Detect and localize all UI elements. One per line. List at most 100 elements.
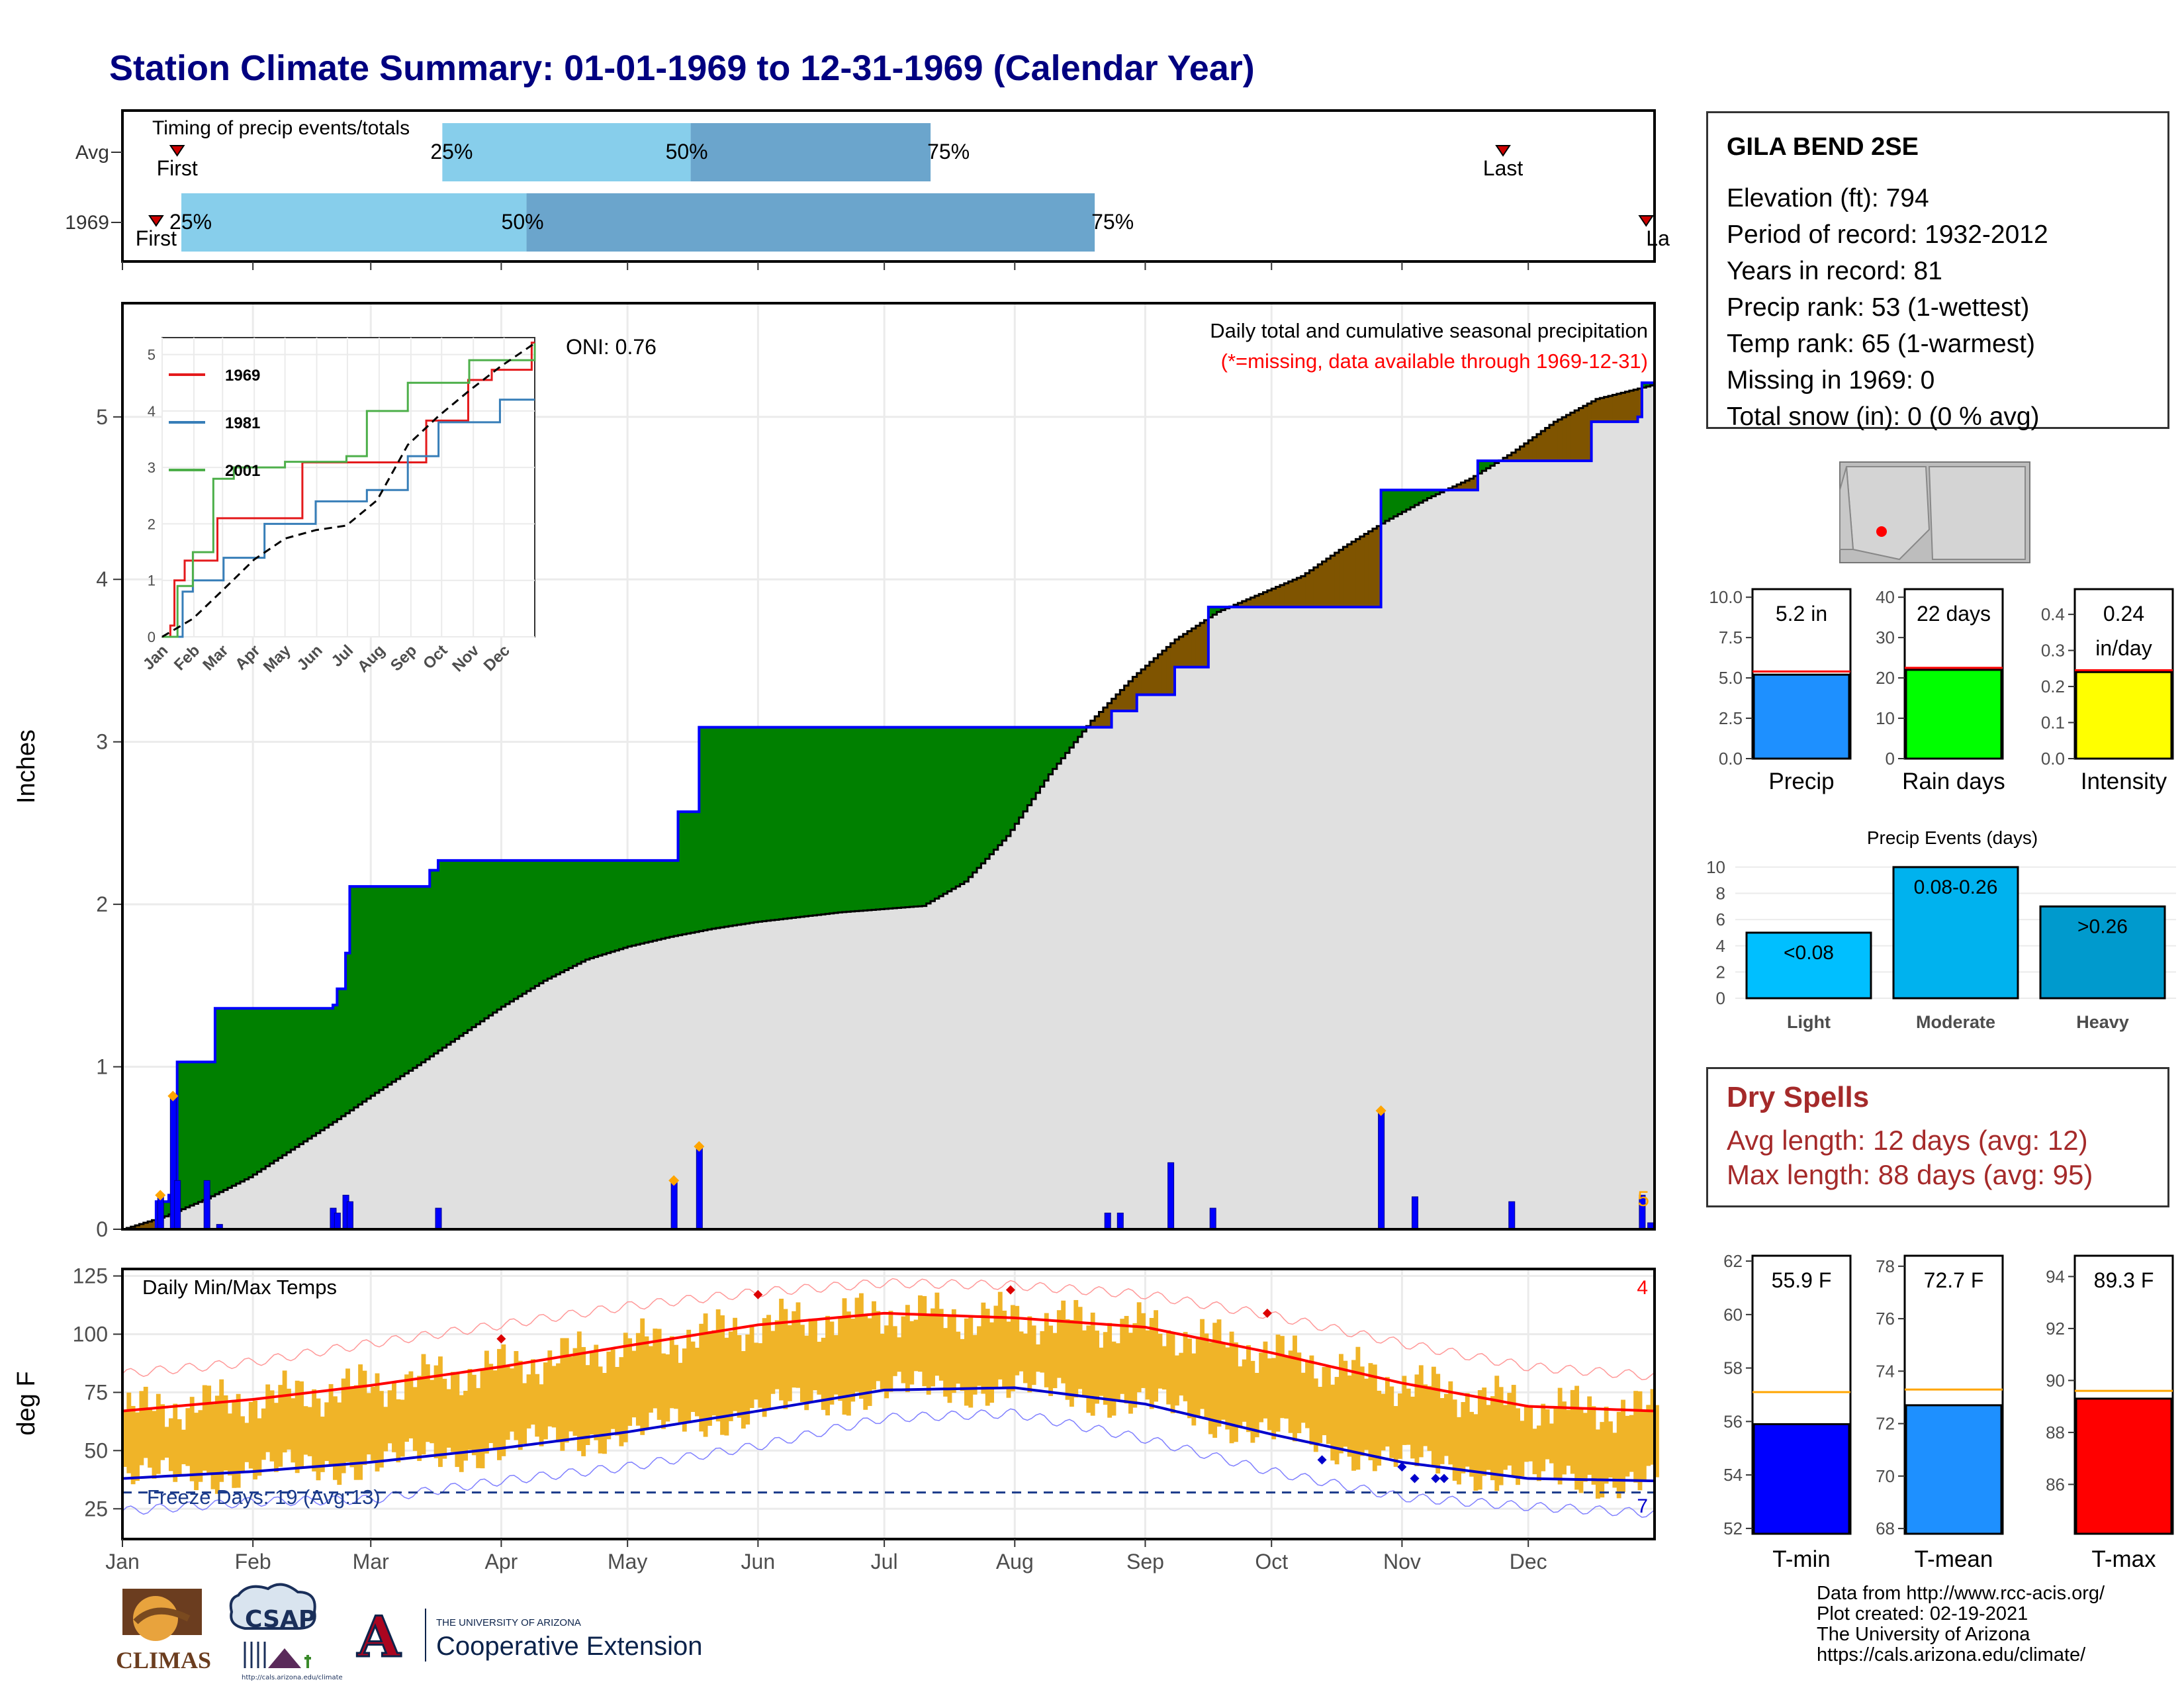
daily-temp-bar: [505, 1366, 510, 1440]
above-average-fill: [872, 727, 877, 910]
events-bar-moderate: [1892, 866, 2019, 1000]
above-average-fill: [569, 860, 574, 968]
above-average-fill: [715, 727, 721, 928]
above-average-fill: [433, 870, 439, 1054]
daily-temp-bar: [366, 1393, 371, 1455]
above-average-fill: [631, 860, 637, 946]
above-average-fill: [762, 727, 767, 921]
events-tick-label: 8: [1716, 884, 1725, 904]
extreme-precip-marker: [1375, 1105, 1387, 1116]
below-average-fill: [1145, 665, 1150, 695]
above-average-fill: [556, 860, 561, 974]
daily-temp-bar: [1002, 1310, 1007, 1389]
daily-temp-bar: [1641, 1411, 1647, 1481]
daily-temp-bar: [1562, 1401, 1567, 1475]
daily-temp-bar: [1616, 1411, 1621, 1499]
daily-temp-bar: [585, 1365, 590, 1445]
tmean-summary-value-label: 72.7 F: [1924, 1268, 1984, 1292]
daily-temp-bar: [518, 1360, 523, 1450]
daily-temp-bar: [1570, 1389, 1575, 1474]
above-average-fill: [265, 1008, 271, 1166]
daily-temp-bar: [715, 1309, 721, 1422]
below-average-fill: [1170, 643, 1175, 695]
intensity-summary-tick-label: 0.3: [2041, 641, 2065, 661]
daily-temp-bar: [451, 1372, 455, 1452]
tmean-summary-axis-label: T-mean: [1915, 1546, 1993, 1572]
above-average-fill: [371, 886, 376, 1096]
daily-temp-bar: [918, 1295, 923, 1372]
daily-temp-bar: [576, 1331, 582, 1451]
temp-y-tick-label: 50: [84, 1438, 108, 1462]
station-missing: Missing in 1969: 0: [1727, 366, 1935, 395]
above-average-fill: [572, 860, 578, 966]
month-tick-label: Jul: [871, 1550, 898, 1573]
daily-precip-bar: [157, 1194, 164, 1230]
daily-temp-bar: [349, 1386, 355, 1468]
daily-temp-bar: [560, 1338, 565, 1451]
precip-corner-count: 5: [1637, 1187, 1649, 1211]
above-average-fill: [985, 727, 990, 859]
inset-y-tick-label: 0: [148, 629, 156, 645]
timing-title: Timing of precip events/totals: [152, 117, 410, 139]
daily-temp-bar: [1381, 1393, 1386, 1451]
daily-temp-bar: [189, 1397, 195, 1481]
above-average-fill: [480, 860, 485, 1021]
daily-temp-bar: [1031, 1325, 1036, 1385]
above-average-fill: [1052, 727, 1058, 769]
daily-temp-bar: [265, 1384, 271, 1452]
daily-temp-bar: [282, 1370, 287, 1453]
daily-temp-bar: [1263, 1341, 1268, 1419]
above-average-fill: [206, 1062, 212, 1199]
daily-temp-bar: [808, 1318, 813, 1402]
above-average-fill: [635, 860, 641, 945]
daily-temp-bar: [703, 1313, 708, 1437]
below-average-fill: [1195, 626, 1201, 667]
daily-temp-bar: [682, 1348, 687, 1432]
events-bar-label: >0.26: [2077, 915, 2128, 937]
daily-temp-bar: [644, 1336, 649, 1429]
daily-temp-bar: [1482, 1387, 1487, 1476]
daily-temp-bar: [126, 1392, 132, 1474]
below-average-fill: [1511, 452, 1516, 461]
above-average-fill: [510, 860, 515, 1002]
above-average-fill: [316, 1008, 321, 1133]
precip-panel-frame: [121, 302, 1656, 1231]
daily-temp-bar: [547, 1350, 553, 1427]
above-average-fill: [956, 727, 961, 887]
above-average-fill: [1056, 727, 1062, 764]
below-average-fill: [1507, 455, 1512, 461]
daily-temp-bar: [324, 1402, 330, 1462]
daily-temp-bar: [762, 1318, 767, 1417]
above-average-fill: [884, 727, 889, 909]
daily-precip-bar: [1209, 1207, 1216, 1230]
inset-y-tick-label: 3: [148, 459, 156, 476]
above-average-fill: [1040, 727, 1045, 787]
daily-temp-bar: [1318, 1387, 1323, 1443]
intensity-summary-value-label: 0.24: [2103, 602, 2144, 626]
daily-temp-bar: [139, 1391, 144, 1466]
daily-temp-bar: [829, 1321, 835, 1405]
daily-temp-bar: [1246, 1345, 1251, 1432]
daily-temp-bar: [1061, 1300, 1066, 1383]
daily-temp-bar: [741, 1351, 746, 1429]
daily-temp-bar: [425, 1364, 430, 1442]
above-average-fill: [1082, 727, 1087, 731]
daily-temp-bar: [589, 1352, 594, 1435]
daily-temp-bar: [214, 1395, 220, 1494]
page-title: Station Climate Summary: 01-01-1969 to 1…: [109, 48, 1255, 88]
cactus-icon: [304, 1655, 311, 1668]
above-average-fill: [412, 886, 418, 1068]
above-average-fill: [972, 727, 978, 873]
daily-temp-bar: [1019, 1331, 1024, 1372]
below-average-fill: [1604, 397, 1609, 422]
daily-temp-bar: [1174, 1355, 1179, 1406]
daily-temp-bar: [1377, 1390, 1382, 1466]
daily-temp-bar: [362, 1370, 367, 1466]
above-average-fill: [273, 1008, 279, 1161]
above-average-fill: [1073, 727, 1079, 743]
above-average-fill: [627, 860, 633, 947]
daily-temp-bar: [737, 1335, 742, 1418]
above-average-fill: [236, 1008, 241, 1184]
above-average-fill: [964, 727, 969, 882]
above-average-fill: [451, 860, 456, 1042]
